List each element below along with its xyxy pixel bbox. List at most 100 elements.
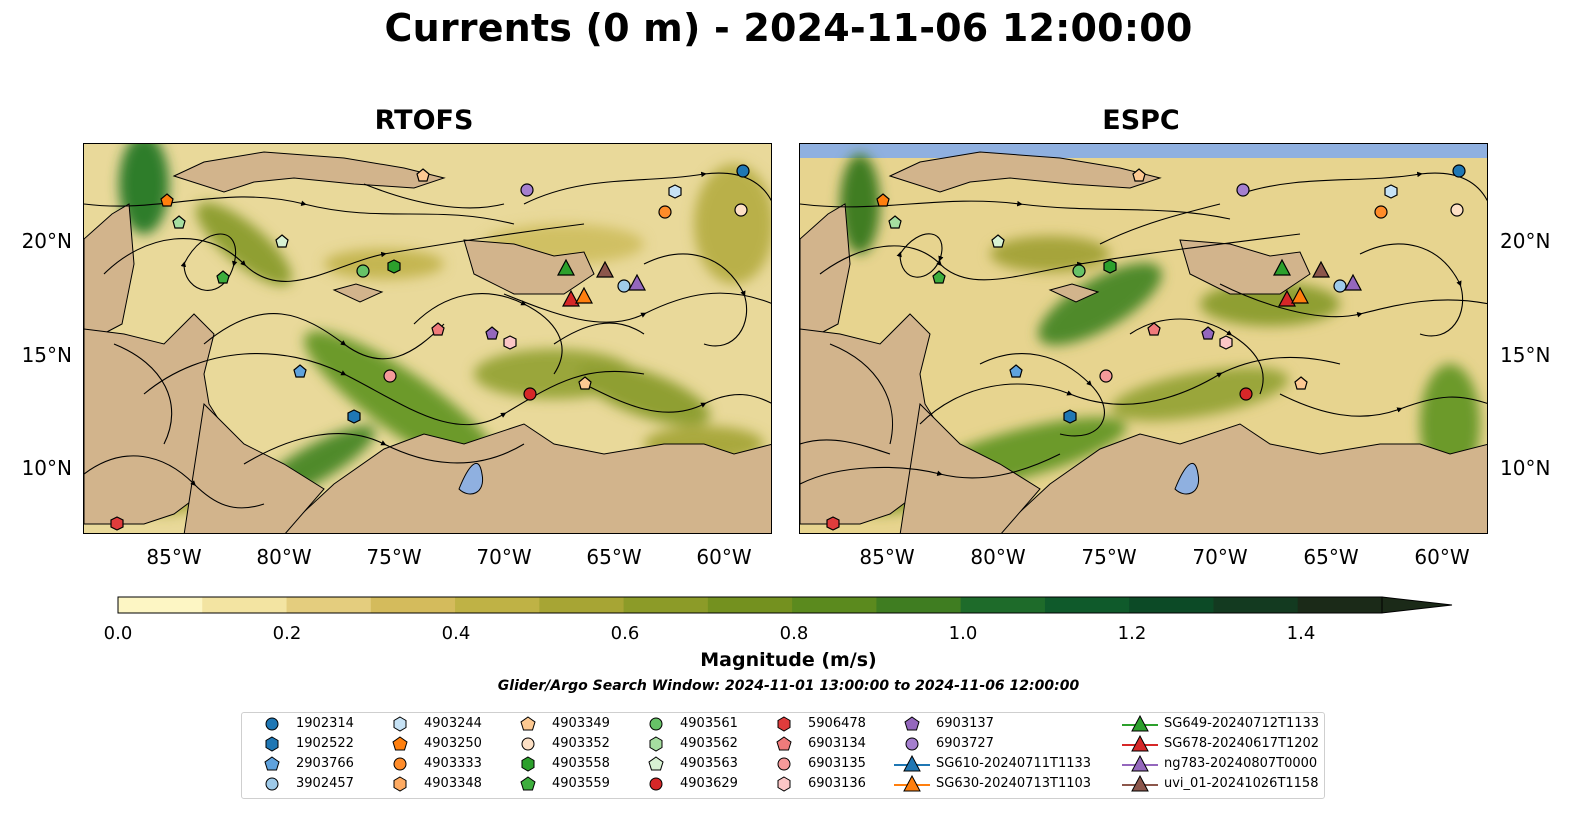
legend-item-label: 4903629	[680, 776, 738, 791]
colorbar-segment	[792, 597, 877, 613]
marker-6903134	[431, 322, 445, 336]
colorbar-extend-arrow	[1381, 596, 1453, 614]
pentagon-marker-icon	[520, 716, 536, 731]
marker-6903136	[503, 335, 517, 350]
legend-item-label: 1902522	[296, 736, 354, 751]
marker-4903563	[275, 234, 289, 248]
espc-panel-title: ESPC	[1102, 105, 1180, 136]
ytick-right-20n: 20°N	[1500, 229, 1551, 253]
marker-4903349	[1132, 168, 1146, 182]
legend-item-label: 4903561	[680, 716, 738, 731]
triangle-marker-icon	[1122, 775, 1158, 792]
hexagon-marker-icon	[393, 776, 407, 792]
marker-3902457	[1333, 279, 1347, 293]
streamlines	[800, 171, 1487, 485]
marker-SG630	[575, 286, 593, 304]
colorbar-segment	[370, 597, 456, 613]
marker-SG649	[557, 258, 575, 276]
marker-SG678	[562, 289, 580, 307]
land-masses	[84, 151, 771, 533]
legend-item-label: uvi_01-20241026T1158	[1164, 776, 1319, 791]
marker-2903766	[1009, 364, 1023, 378]
marker-ng783	[628, 273, 646, 291]
colorbar-segment	[707, 597, 793, 613]
legend-item-label: 4903562	[680, 736, 738, 751]
marker-4903349	[416, 168, 430, 182]
pentagon-marker-icon	[776, 736, 792, 751]
colorbar-segment	[960, 597, 1046, 613]
marker-4903562	[888, 215, 902, 229]
legend-item-label: 6903137	[936, 716, 994, 731]
marker-6903136	[1219, 335, 1233, 350]
xtick-right-60w: 60°W	[1414, 545, 1470, 569]
legend-item-label: 6903134	[808, 736, 866, 751]
hexagon-marker-icon	[265, 736, 279, 752]
lake-maracaibo	[1174, 462, 1200, 495]
circle-marker-icon	[265, 777, 279, 791]
pentagon-marker-icon	[520, 776, 536, 791]
circle-marker-icon	[393, 757, 407, 771]
colorbar-segment	[539, 597, 625, 613]
hexagon-marker-icon	[521, 756, 535, 772]
marker-1902314	[736, 164, 750, 178]
ytick-left-15n: 15°N	[21, 343, 72, 367]
ytick-left-10n: 10°N	[21, 456, 72, 480]
circle-marker-icon	[521, 737, 535, 751]
marker-4903559	[216, 270, 230, 284]
xtick-right-75w: 75°W	[1081, 545, 1137, 569]
search-window-caption: Glider/Argo Search Window: 2024-11-01 13…	[497, 678, 1080, 694]
marker-SG649	[1273, 258, 1291, 276]
legend-item-label: ng783-20240807T0000	[1164, 756, 1318, 771]
marker-4903349b	[1294, 376, 1308, 390]
colorbar-segment	[1044, 597, 1130, 613]
rtofs-float-markers	[110, 164, 750, 531]
colorbar-segment	[1213, 597, 1299, 613]
triangle-marker-icon	[1122, 735, 1158, 752]
colorbar-frame	[117, 596, 1383, 614]
cb-tick-4: 0.8	[779, 623, 809, 644]
legend-item-label: 5906478	[808, 716, 866, 731]
marker-1902522	[1063, 409, 1077, 424]
colorbar-segment	[876, 597, 962, 613]
xtick-left-65w: 65°W	[586, 545, 642, 569]
rtofs-map	[84, 144, 771, 533]
cb-tick-1: 0.2	[272, 623, 302, 644]
marker-1902314	[1452, 164, 1466, 178]
espc-float-markers	[826, 164, 1466, 531]
legend-item-label: SG678-20240617T1202	[1164, 736, 1320, 751]
triangle-marker-icon	[1122, 715, 1158, 732]
legend-item-label: SG610-20240711T1133	[936, 756, 1092, 771]
triangle-marker-icon	[1122, 755, 1158, 772]
marker-4903333	[1374, 205, 1388, 219]
espc-map-panel	[799, 143, 1488, 534]
cb-tick-2: 0.4	[441, 623, 471, 644]
marker-4903250	[160, 193, 174, 207]
legend-item-label: 2903766	[296, 756, 354, 771]
espc-map	[800, 144, 1487, 533]
marker-4903562	[172, 215, 186, 229]
legend-item-label: 6903136	[808, 776, 866, 791]
ytick-left-20n: 20°N	[21, 229, 72, 253]
marker-4903349b	[578, 376, 592, 390]
xtick-left-85w: 85°W	[146, 545, 202, 569]
marker-6903727	[520, 183, 534, 197]
cb-tick-3: 0.6	[610, 623, 640, 644]
legend-item-label: 4903333	[424, 756, 482, 771]
xtick-left-60w: 60°W	[696, 545, 752, 569]
marker-2903766	[293, 364, 307, 378]
hexagon-marker-icon	[777, 716, 791, 732]
marker-uvi01	[1312, 260, 1330, 278]
marker-6903137	[485, 326, 499, 340]
marker-4903629	[1239, 387, 1253, 401]
legend-item-label: 1902314	[296, 716, 354, 731]
cb-tick-5: 1.0	[948, 623, 978, 644]
xtick-left-70w: 70°W	[476, 545, 532, 569]
marker-4903244	[668, 184, 682, 199]
marker-3902457	[617, 279, 631, 293]
legend-item-label: 4903352	[552, 736, 610, 751]
colorbar-segment	[1297, 597, 1383, 613]
marker-ng783	[1344, 273, 1362, 291]
colorbar-segments	[118, 597, 1383, 613]
colorbar	[117, 596, 1453, 614]
xtick-left-80w: 80°W	[256, 545, 312, 569]
